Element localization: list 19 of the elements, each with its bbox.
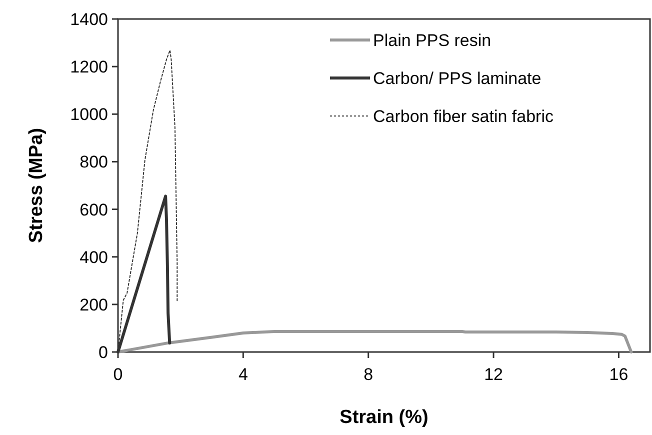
y-tick-label: 600 xyxy=(80,200,108,220)
y-tick-label: 1400 xyxy=(70,10,108,29)
y-tick-label: 200 xyxy=(80,295,108,314)
legend-label: Carbon fiber satin fabric xyxy=(373,107,554,126)
y-tick-label: 400 xyxy=(80,248,108,267)
line-series xyxy=(116,330,633,354)
y-tick-label: 1000 xyxy=(70,105,108,124)
y-tick-label: 1200 xyxy=(70,58,108,77)
y-tick-label: 800 xyxy=(80,152,108,172)
x-axis-title: Strain (%) xyxy=(340,407,428,428)
x-tick-label: 0 xyxy=(113,365,123,384)
legend-label: Carbon/ PPS laminate xyxy=(373,69,542,88)
y-axis-title: Stress (MPa) xyxy=(26,128,47,244)
y-tick-label: 0 xyxy=(98,343,108,362)
x-tick-label: 12 xyxy=(484,365,503,384)
legend-label: Plain PPS resin xyxy=(373,31,492,50)
x-tick-label: 4 xyxy=(238,365,248,384)
x-tick-label: 16 xyxy=(609,365,628,384)
x-tick-label: 8 xyxy=(364,365,374,384)
